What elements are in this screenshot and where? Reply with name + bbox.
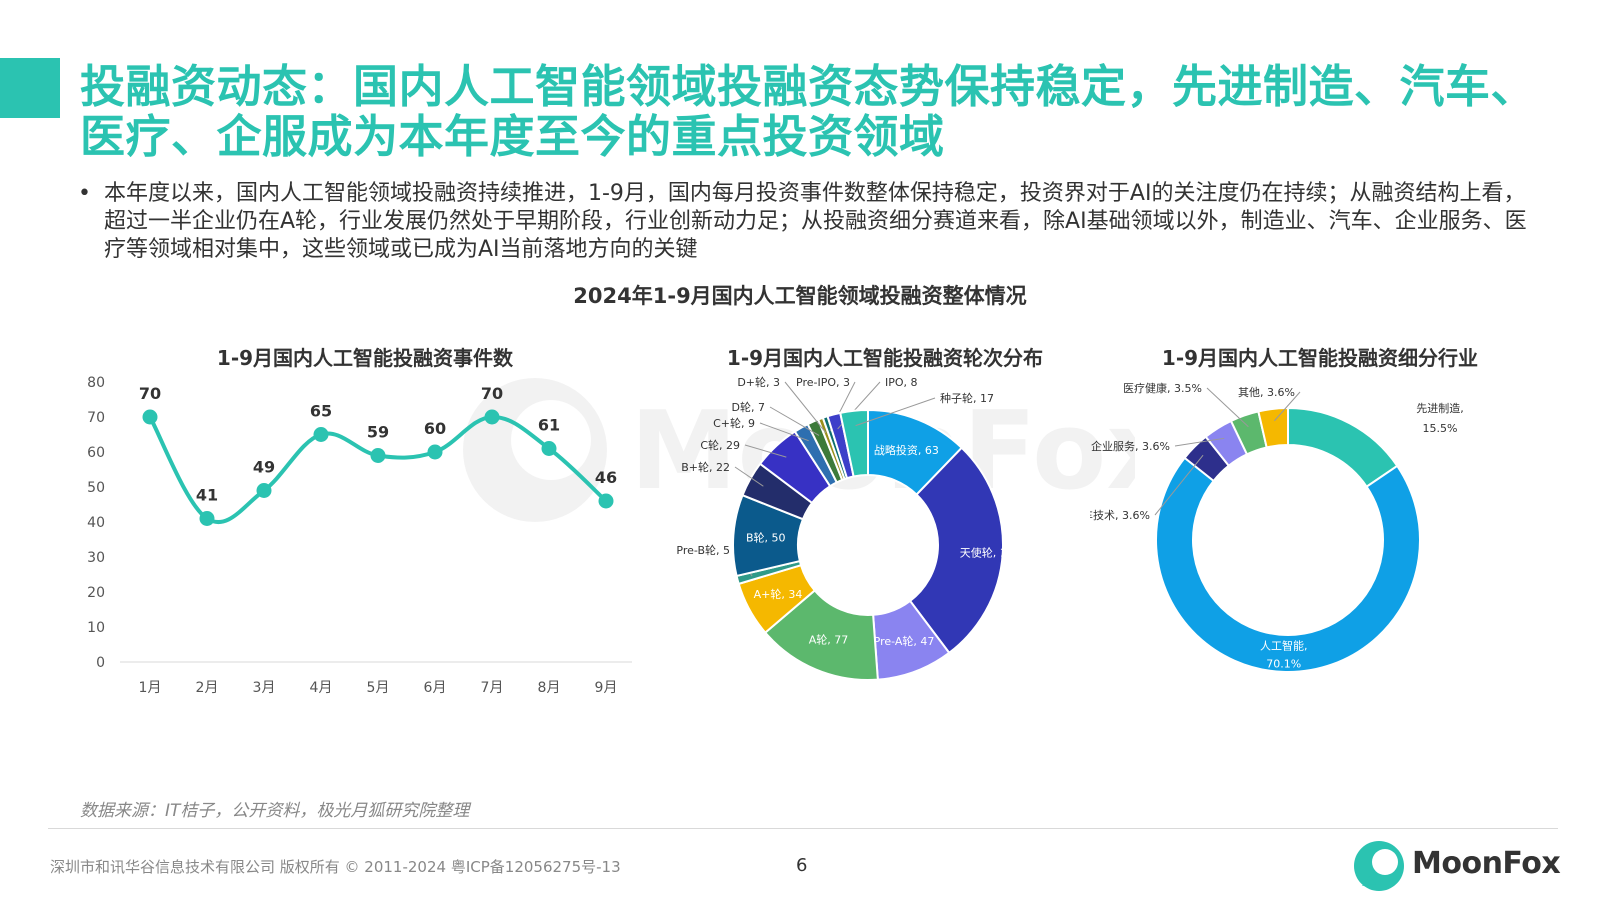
y-tick-label: 30 bbox=[87, 550, 105, 566]
data-label: 41 bbox=[196, 486, 218, 505]
slice-label: Pre-B轮, 5 bbox=[676, 543, 730, 557]
round-slice bbox=[839, 408, 869, 478]
slice-label: A+轮, 34 bbox=[754, 587, 803, 601]
main-chart-title: 2024年1-9月国内人工智能领域投融资整体情况 bbox=[573, 284, 1027, 308]
line-chart-title: 1-9月国内人工智能投融资事件数 bbox=[216, 346, 514, 370]
data-point bbox=[199, 511, 215, 526]
slice-label: 企业服务, 3.6% bbox=[1091, 439, 1170, 453]
summary-text: 本年度以来，国内人工智能领域投融资持续推进，1-9月，国内每月投资事件数整体保持… bbox=[104, 181, 1527, 262]
x-tick-label: 2月 bbox=[196, 680, 219, 696]
data-point bbox=[484, 409, 500, 425]
slice-label: 战略投资, 63 bbox=[874, 443, 939, 457]
industry-donut-chart: 先进制造, 15.5% 人工智能, 70.1% 汽车技术, 3.6% 企业服务, 3.6%… bbox=[1090, 381, 1464, 673]
copyright-text: 深圳市和讯华谷信息技术有限公司 版权所有 © 2011-2024 粤ICP备12… bbox=[50, 858, 621, 876]
x-tick-label: 4月 bbox=[310, 680, 333, 696]
leader-line bbox=[744, 444, 787, 458]
leader-line bbox=[1154, 454, 1204, 516]
leader-line bbox=[734, 466, 764, 487]
slice-label: C+轮, 9 bbox=[713, 416, 755, 430]
x-tick-label: 3月 bbox=[253, 680, 276, 696]
slice-pct: 70.1% bbox=[1266, 657, 1301, 670]
data-label: 46 bbox=[595, 468, 617, 487]
x-tick-label: 1月 bbox=[139, 680, 162, 696]
title-accent-bar bbox=[0, 58, 60, 118]
x-tick-label: 9月 bbox=[595, 680, 618, 696]
round-slice bbox=[908, 446, 1004, 655]
y-tick-label: 40 bbox=[87, 515, 105, 531]
events-line-chart: 0 10 20 30 40 50 60 70 80 1月 2月 3月 4月 5月 6月 7月 8月 9月 70 41 4… bbox=[87, 375, 632, 696]
data-point bbox=[256, 483, 272, 498]
data-label: 70 bbox=[481, 384, 503, 403]
slice-label: B+轮, 22 bbox=[681, 460, 730, 474]
data-source: 数据来源：IT桔子，公开资料，极光月狐研究院整理 bbox=[80, 801, 470, 821]
industry-slice bbox=[1257, 406, 1289, 449]
y-tick-label: 60 bbox=[87, 445, 105, 461]
moonfox-logo-icon bbox=[1354, 841, 1404, 891]
data-label: 65 bbox=[310, 402, 332, 421]
slice-label: 种子轮, 17 bbox=[940, 391, 994, 405]
data-point bbox=[541, 441, 557, 456]
data-label: 60 bbox=[424, 419, 446, 438]
slice-label: C轮, 29 bbox=[700, 438, 740, 452]
x-tick-label: 5月 bbox=[367, 680, 390, 696]
rounds-donut-chart: 战略投资, 63 天使轮, 142 Pre-A轮, 47 A轮, 77 A+轮, 34 P… bbox=[676, 375, 1021, 681]
slice-label: 医疗健康, 3.5% bbox=[1123, 381, 1202, 395]
watermark-logo-icon bbox=[463, 378, 607, 522]
y-tick-label: 10 bbox=[87, 620, 105, 636]
data-label: 70 bbox=[139, 384, 161, 403]
data-point bbox=[142, 409, 158, 425]
page-number: 6 bbox=[796, 855, 808, 876]
slice-label: 天使轮, 142 bbox=[960, 545, 1021, 559]
slice-label: IPO, 8 bbox=[885, 376, 918, 389]
y-tick-label: 20 bbox=[87, 585, 105, 601]
data-point bbox=[370, 448, 386, 463]
brand-name: MoonFox bbox=[1412, 846, 1561, 881]
slice-label: 其他, 3.6% bbox=[1238, 386, 1295, 399]
rounds-chart-title: 1-9月国内人工智能投融资轮次分布 bbox=[726, 346, 1044, 370]
slice-label: A轮, 77 bbox=[809, 633, 849, 647]
x-tick-label: 6月 bbox=[424, 680, 447, 696]
slice-label: B轮, 50 bbox=[746, 531, 786, 545]
industry-chart-title: 1-9月国内人工智能投融资细分行业 bbox=[1161, 346, 1479, 370]
leader-line bbox=[1274, 391, 1301, 422]
data-point bbox=[427, 444, 443, 460]
data-label: 59 bbox=[367, 423, 389, 442]
slice-label: 汽车技术, 3.6% bbox=[1090, 508, 1150, 522]
x-tick-label: 7月 bbox=[481, 680, 504, 696]
leader-line bbox=[759, 422, 809, 442]
industry-slice bbox=[1287, 406, 1399, 489]
slice-label: D+轮, 3 bbox=[737, 375, 780, 389]
leader-line bbox=[1206, 387, 1249, 428]
leader-line bbox=[1174, 437, 1225, 447]
slice-label: Pre-IPO, 3 bbox=[796, 376, 850, 389]
data-point bbox=[598, 493, 614, 509]
footer-divider bbox=[48, 828, 1558, 829]
industry-slice bbox=[1155, 456, 1421, 673]
y-tick-label: 50 bbox=[87, 480, 105, 496]
brand-logo: MoonFox bbox=[1352, 836, 1562, 896]
leader-line bbox=[784, 381, 827, 433]
y-tick-label: 0 bbox=[96, 655, 105, 671]
summary-bullet: • 本年度以来，国内人工智能领域投融资持续推进，1-9月，国内每月投资事件数整体… bbox=[78, 180, 1538, 264]
slice-label: D轮, 7 bbox=[732, 400, 765, 414]
leader-line bbox=[769, 406, 820, 436]
x-tick-label: 8月 bbox=[538, 680, 561, 696]
slice-pct: 15.5% bbox=[1423, 422, 1458, 435]
data-point bbox=[313, 427, 329, 442]
slice-label: Pre-A轮, 47 bbox=[874, 634, 935, 648]
y-tick-label: 80 bbox=[87, 375, 105, 391]
data-label: 49 bbox=[253, 458, 275, 477]
page-title: 投融资动态：国内人工智能领域投融资态势保持稳定，先进制造、汽车、医疗、企服成为本… bbox=[80, 60, 1537, 163]
slice-label: 先进制造, bbox=[1416, 401, 1464, 415]
bullet-dot: • bbox=[78, 181, 91, 206]
y-tick-label: 70 bbox=[87, 410, 105, 426]
data-label: 61 bbox=[538, 416, 560, 435]
slice-label: 人工智能, bbox=[1260, 638, 1308, 652]
leader-line bbox=[855, 397, 936, 427]
